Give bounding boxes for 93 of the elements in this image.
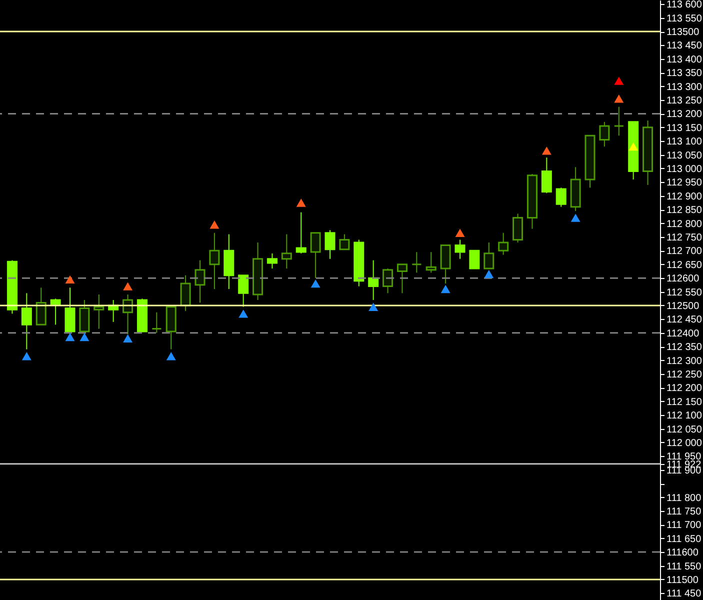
point [542,146,552,155]
point [440,284,450,294]
candlestick [556,187,566,208]
candlestick [36,287,46,326]
y-tick-label: 111600 [666,548,699,559]
y-tick-label: 113500 [666,27,700,38]
point [123,334,133,342]
y-tick-label: 113 050 [666,150,702,162]
point [210,220,220,229]
point [455,228,465,237]
candlestick [151,312,162,334]
point [310,279,320,288]
candlestick [266,252,278,269]
candlestick [310,232,321,279]
point [570,214,580,222]
candlestick [382,268,394,294]
candlestick [324,230,336,260]
point [628,142,638,151]
candlestick [396,264,408,294]
candlestick [64,287,76,332]
y-tick-label: 111500 [666,574,699,586]
y-tick-label: 112 350 [666,342,702,354]
y-tick-label: 112 200 [666,383,702,394]
y-tick-label: 113 250 [666,96,702,106]
y-tick-label: 113 450 [666,40,702,52]
y-tick-label: 112 100 [666,410,702,422]
y-tick-label: 112 750 [666,232,702,244]
point [65,332,75,342]
y-tick-label: 112 300 [666,356,702,367]
candlestick [440,244,451,284]
point [238,310,248,318]
y-tick-label: 111 800 [666,492,702,504]
point [296,198,306,207]
y-tick-label: 112400 [666,328,700,340]
y-tick-label: 112 800 [666,218,702,230]
point [65,275,75,284]
candlestick [484,242,494,270]
y-tick-label: 112 950 [666,178,702,189]
candlestick [180,274,191,312]
point [22,352,32,360]
candlestick [454,239,466,260]
y-tick-label: 113 300 [666,82,702,93]
y-tick-label: 113 150 [666,122,702,134]
candlestick [512,213,524,243]
y-tick-label: 113 000 [666,164,702,175]
y-tick-label: 112 700 [666,246,702,258]
point [80,332,90,342]
y-tick-label: 112 250 [666,369,702,380]
point [614,76,624,85]
candlestick [79,300,90,332]
y-tick-label: 112 550 [666,287,702,298]
y-tick-label: 112 650 [666,260,702,271]
candlestick [469,250,480,270]
y-tick-label: 113 550 [666,13,702,24]
candlestick [281,234,292,269]
candlestick [411,252,422,274]
y-tick-label: 111 650 [666,534,702,545]
candlestick [194,260,206,304]
y-tick-label: 113 100 [666,136,702,148]
point [484,270,494,278]
y-tick-label: 112 850 [666,205,702,216]
candlestick [541,157,552,194]
candlestick [614,106,624,136]
point [614,94,624,103]
y-tick-label: 113 350 [666,68,702,80]
candlestick [339,234,350,250]
y-tick-label: 112 000 [666,438,702,449]
candlestick [238,274,249,308]
y-tick-label: 112 050 [666,424,702,436]
candlestick [368,260,379,300]
y-tick-label: 112600 [666,274,700,285]
y-tick-label: 111 700 [666,520,702,532]
candlestick [94,294,104,330]
y-tick-label: 112 900 [666,191,702,202]
candlestick [296,212,306,254]
y-tick-label: 113 200 [666,109,702,120]
point [166,352,176,360]
y-tick-label: 111 550 [666,561,702,572]
y-tick-label: 112500 [666,300,700,312]
candlestick [21,292,32,350]
candlestick [50,298,61,326]
y-tick-label: 113 600 [666,0,702,11]
y-tick-label: 113 400 [666,54,702,66]
candlestick [599,121,610,148]
y-tick-label: 112 150 [666,396,702,408]
y-tick-label: 111 450 [666,588,702,600]
candlestick [426,252,436,274]
candlestick [209,232,220,290]
y-tick-label: 112 450 [666,314,702,326]
point [123,282,133,290]
candlestick [498,232,509,256]
y-tick-label: 111 750 [666,506,702,518]
point [368,302,378,311]
